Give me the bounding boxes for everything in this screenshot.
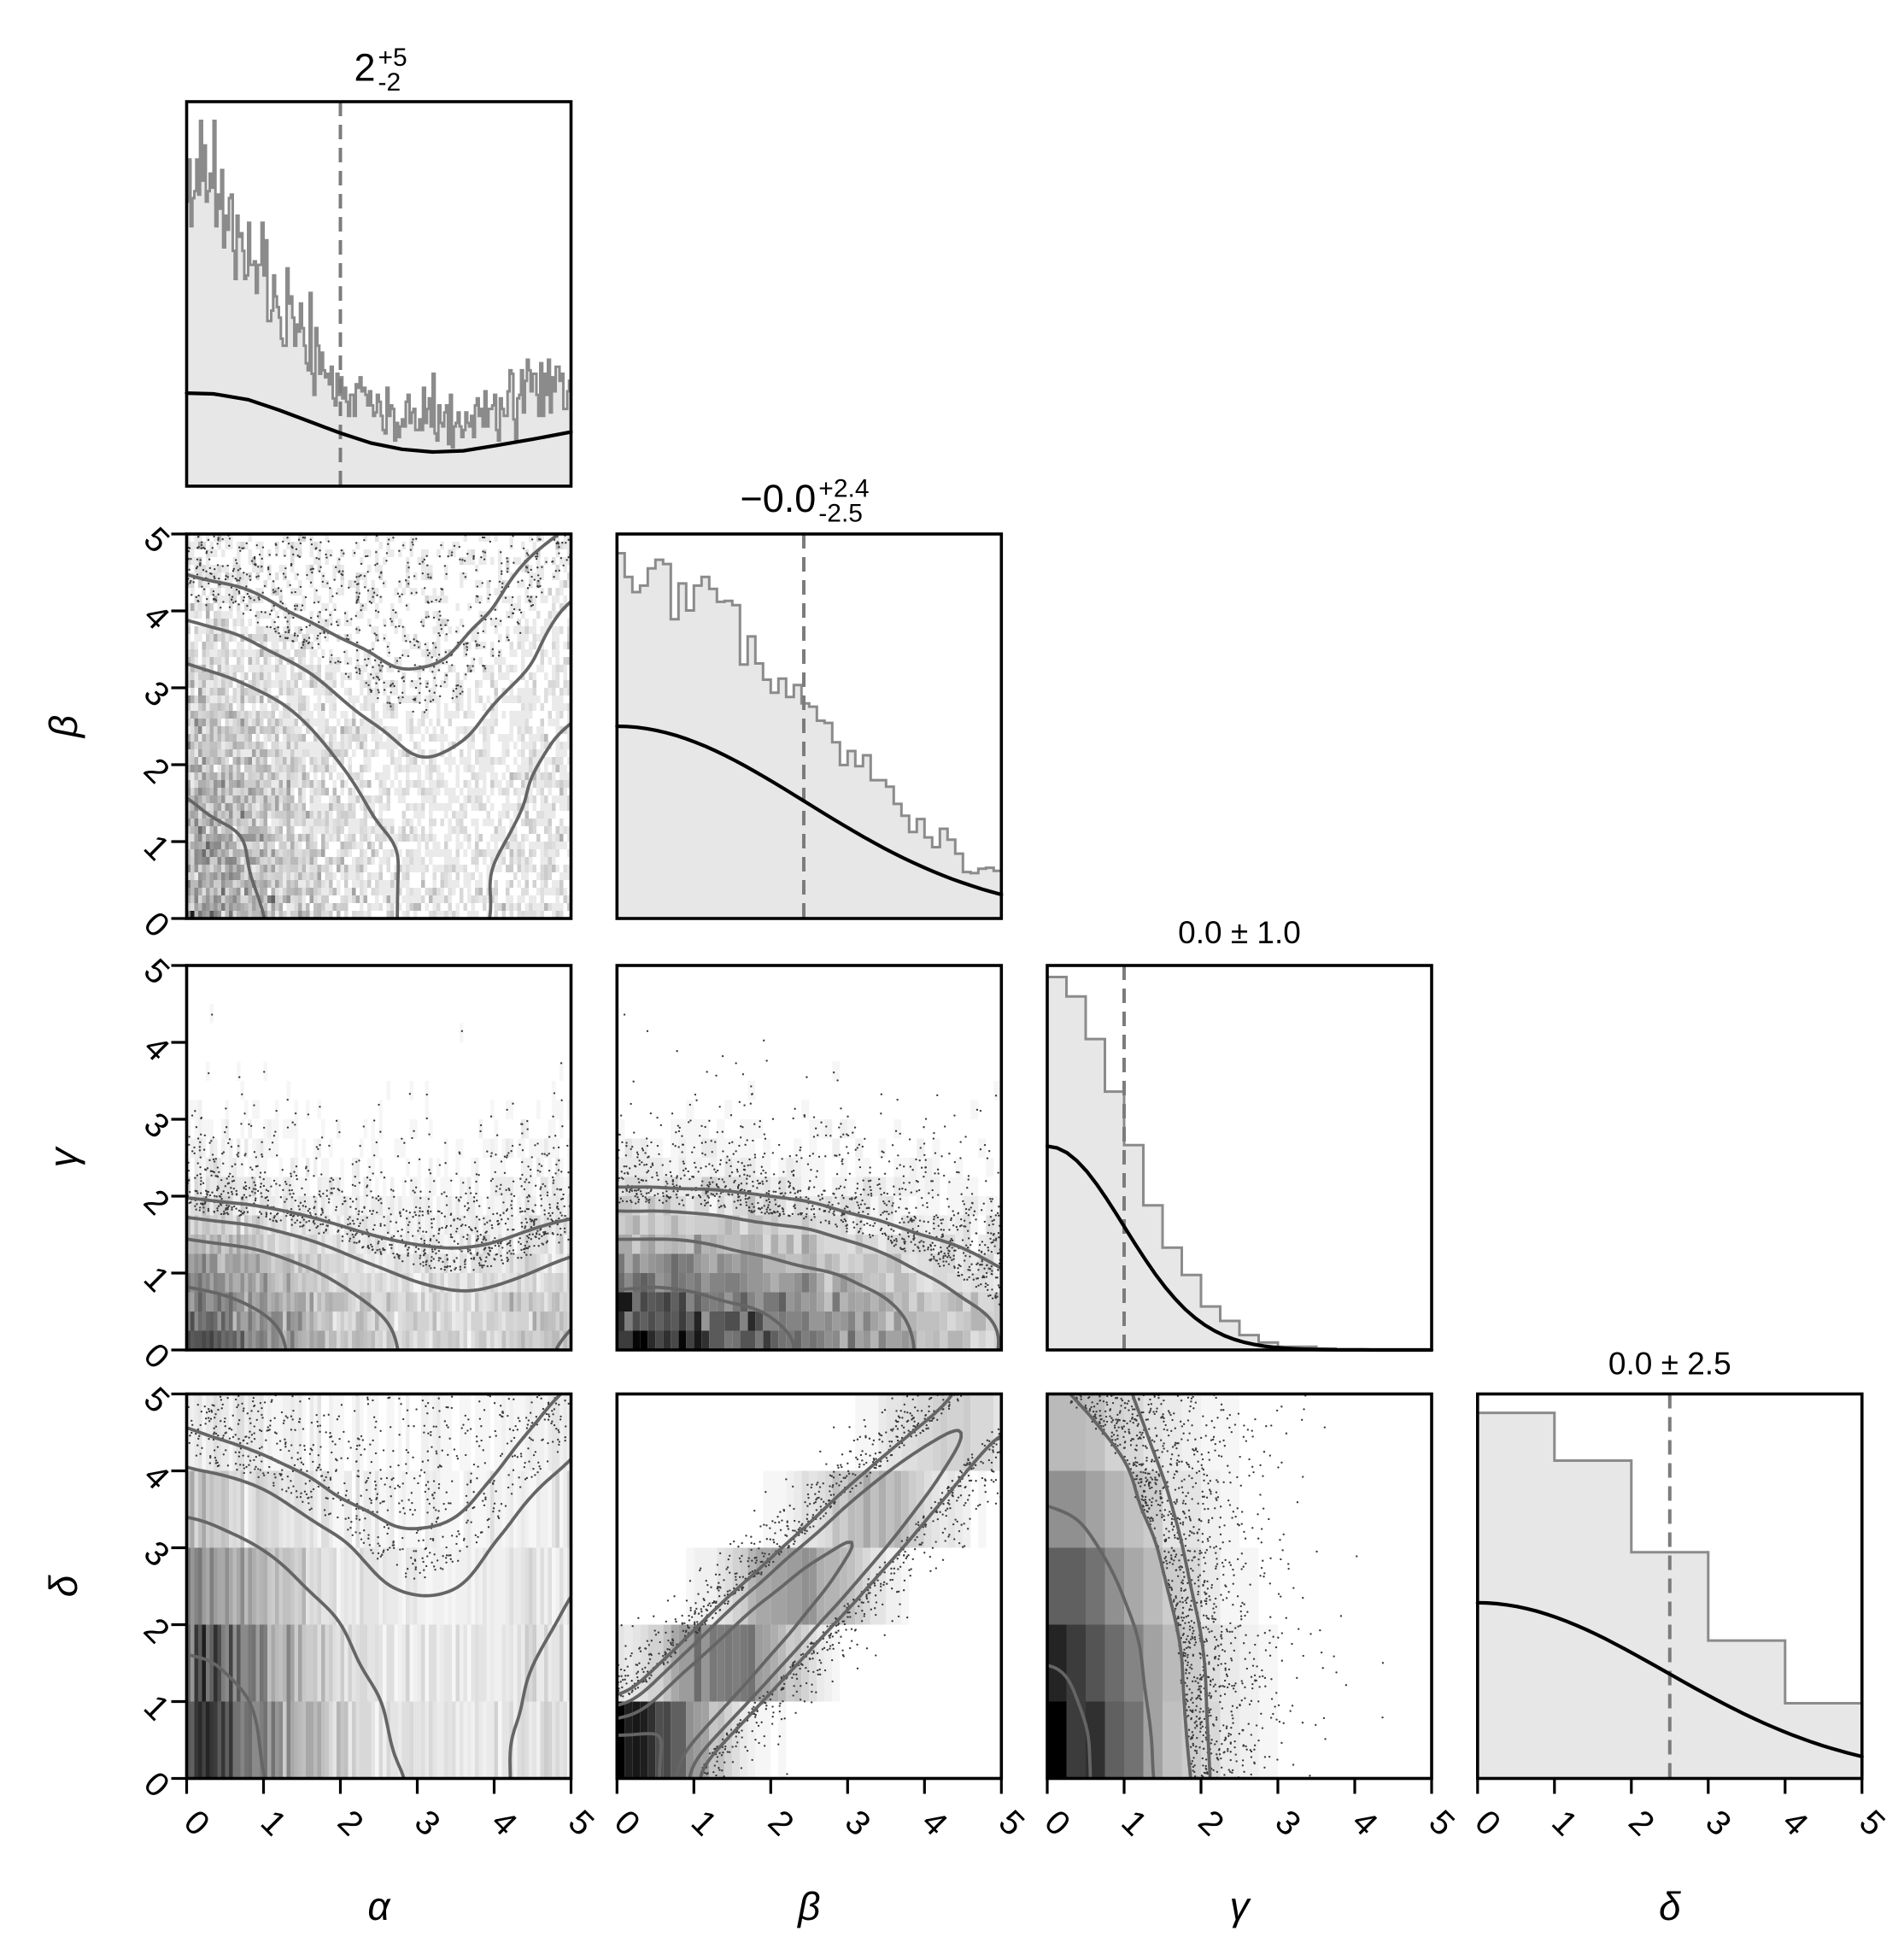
svg-text:-2.5: -2.5	[818, 500, 863, 528]
svg-text:2: 2	[354, 45, 375, 89]
svg-text:0.0 ± 1.0: 0.0 ± 1.0	[1178, 915, 1301, 950]
svg-text:−0.0: −0.0	[740, 477, 816, 520]
svg-text:0.0 ± 2.5: 0.0 ± 2.5	[1608, 1347, 1731, 1382]
svg-text:+2.4: +2.4	[818, 475, 869, 503]
svg-text:+5: +5	[378, 44, 407, 72]
svg-text:α: α	[367, 1884, 391, 1928]
svg-text:-2: -2	[378, 68, 401, 97]
svg-text:δ: δ	[41, 1575, 85, 1597]
svg-text:β: β	[796, 1884, 820, 1928]
svg-text:β: β	[41, 715, 85, 739]
svg-text:δ: δ	[1659, 1884, 1681, 1928]
svg-text:γ: γ	[41, 1146, 85, 1168]
svg-text:γ: γ	[1230, 1884, 1252, 1928]
